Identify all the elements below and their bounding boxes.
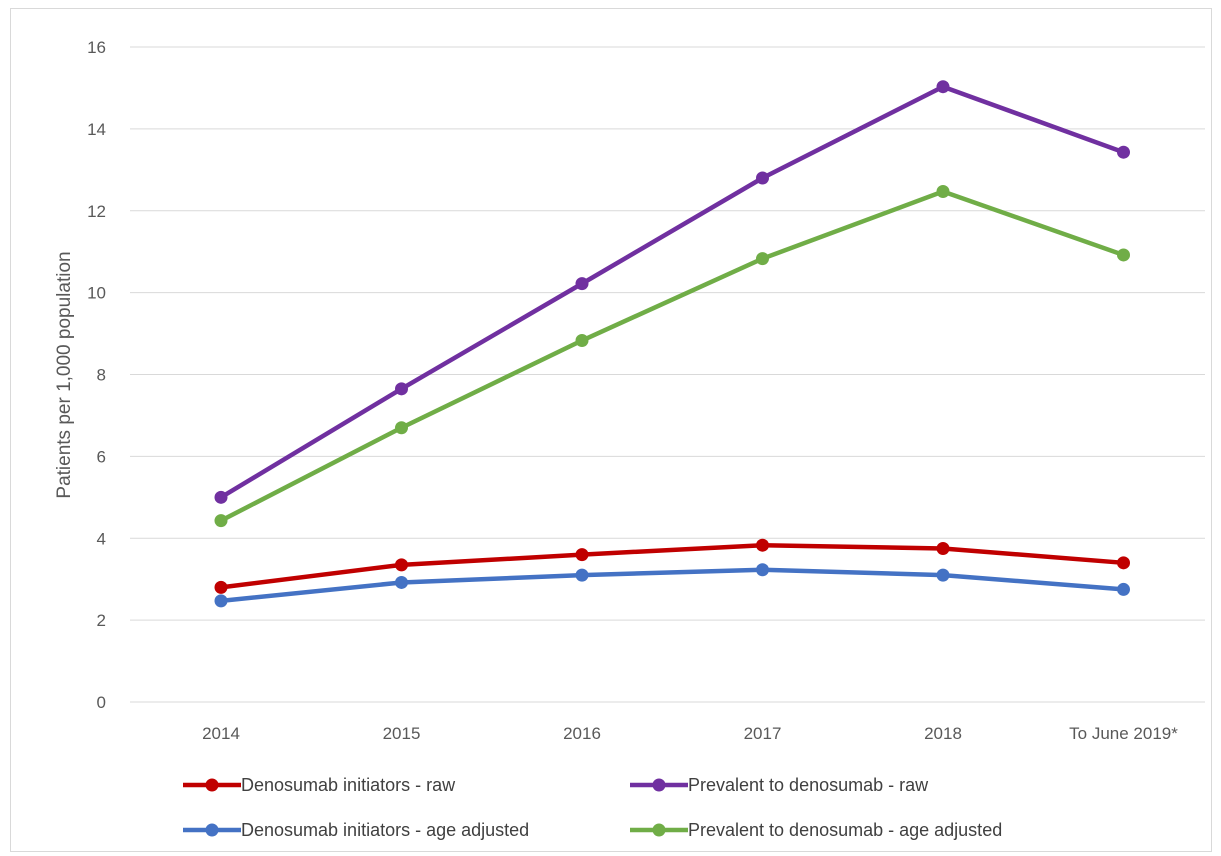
data-point [575,568,589,582]
legend-swatch-marker [205,778,219,792]
y-axis-label: Patients per 1,000 population [54,251,75,498]
legend-label: Denosumab initiators - age adjusted [241,820,529,840]
x-tick-label: To June 2019* [1069,724,1178,743]
data-point [214,514,228,528]
y-tick-label: 6 [97,447,106,466]
data-point [575,548,589,562]
x-axis-ticks: 2014 2015 2016 2017 2018 To June 2019* [202,724,1178,743]
y-tick-label: 0 [97,693,106,712]
legend-item: Prevalent to denosumab - age adjusted [630,820,1002,840]
series-group [214,538,1130,594]
y-tick-label: 12 [87,202,106,221]
legend-item: Prevalent to denosumab - raw [630,775,929,795]
y-tick-label: 14 [87,120,106,139]
series-line [218,542,1126,590]
chart-frame [10,8,1212,852]
y-tick-label: 2 [97,611,106,630]
legend-label: Prevalent to denosumab - raw [688,775,929,795]
x-tick-label: 2018 [924,724,962,743]
series-group [214,80,1130,504]
x-tick-label: 2015 [383,724,421,743]
x-tick-label: 2016 [563,724,601,743]
series-group [214,185,1130,528]
legend-item: Denosumab initiators - raw [183,775,456,795]
data-point [756,252,769,266]
data-point [395,558,408,572]
data-point [756,538,769,552]
data-point [575,334,589,348]
x-tick-label: 2014 [202,724,240,743]
data-point [395,382,408,396]
data-point [395,575,408,589]
legend-swatch-marker [652,778,666,792]
legend-item: Denosumab initiators - age adjusted [183,820,529,840]
data-point [1117,145,1130,159]
series-line [218,567,1126,604]
data-point [756,563,769,577]
data-point [214,594,228,608]
series-lines [214,80,1130,608]
y-axis-ticks: 0 2 4 6 8 10 12 14 16 [87,38,106,712]
data-point [936,80,950,94]
legend-label: Denosumab initiators - raw [241,775,456,795]
data-point [214,580,228,594]
data-point [214,490,228,504]
data-point [936,541,950,555]
series-line [218,84,1126,500]
y-tick-label: 8 [97,366,106,385]
y-tick-label: 4 [97,529,106,548]
data-point [756,171,769,185]
data-point [395,421,408,435]
legend-swatch-marker [205,823,219,837]
data-point [1117,248,1130,262]
data-point [1117,582,1130,596]
gridlines [130,46,1205,703]
x-tick-label: 2017 [744,724,782,743]
series-line [218,189,1126,523]
data-point [936,568,950,582]
series-group [214,563,1130,608]
data-point [936,185,950,199]
data-point [1117,556,1130,570]
legend: Denosumab initiators - raw Prevalent to d… [183,775,1002,840]
y-tick-label: 10 [87,284,106,303]
data-point [575,277,589,291]
legend-label: Prevalent to denosumab - age adjusted [688,820,1002,840]
y-tick-label: 16 [87,38,106,57]
legend-swatch-marker [652,823,666,837]
